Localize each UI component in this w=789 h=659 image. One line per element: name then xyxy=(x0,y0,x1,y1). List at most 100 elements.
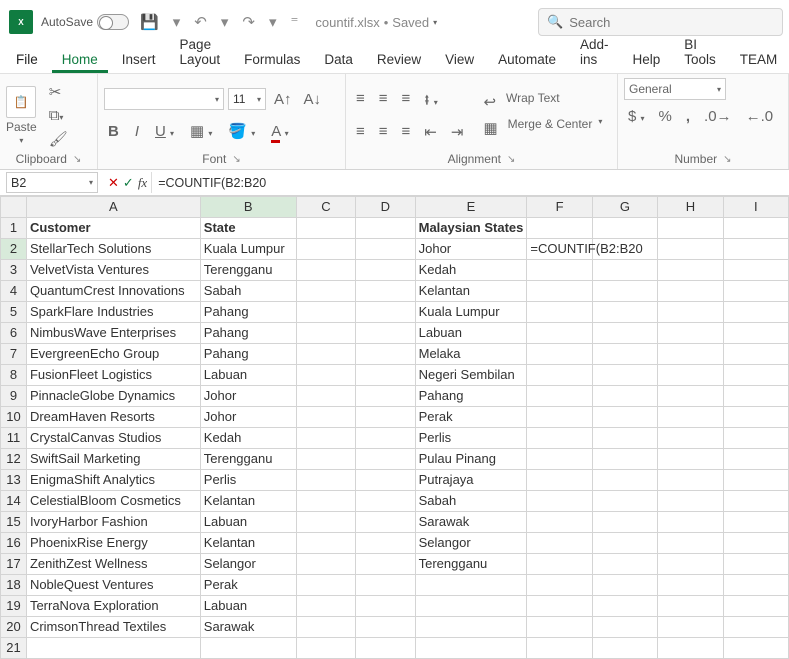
font-name-select[interactable]: ▾ xyxy=(104,88,224,110)
redo-icon[interactable]: ↷ xyxy=(239,13,258,31)
cell[interactable] xyxy=(356,575,415,596)
cell[interactable] xyxy=(296,491,355,512)
cell[interactable] xyxy=(592,470,657,491)
orientation-icon[interactable]: ⭻ ▾ xyxy=(420,88,441,117)
align-center-icon[interactable]: ≡ xyxy=(375,121,392,143)
cell[interactable]: Terengganu xyxy=(415,554,527,575)
cell[interactable]: Selangor xyxy=(200,554,296,575)
row-header[interactable]: 2 xyxy=(1,239,27,260)
cell[interactable] xyxy=(592,617,657,638)
cell[interactable]: Sarawak xyxy=(415,512,527,533)
row-header[interactable]: 4 xyxy=(1,281,27,302)
tab-data[interactable]: Data xyxy=(314,48,363,73)
cell[interactable] xyxy=(658,365,723,386)
tab-help[interactable]: Help xyxy=(623,48,671,73)
increase-decimal-icon[interactable]: .0→ xyxy=(700,106,736,127)
cell[interactable] xyxy=(296,554,355,575)
cell[interactable]: Negeri Sembilan xyxy=(415,365,527,386)
cell[interactable] xyxy=(356,638,415,659)
cell[interactable]: Kedah xyxy=(415,260,527,281)
cell[interactable] xyxy=(296,533,355,554)
cell[interactable]: Pahang xyxy=(200,302,296,323)
row-header[interactable]: 5 xyxy=(1,302,27,323)
cell[interactable] xyxy=(527,323,592,344)
cell[interactable]: ZenithZest Wellness xyxy=(26,554,200,575)
cell[interactable]: VelvetVista Ventures xyxy=(26,260,200,281)
row-header[interactable]: 14 xyxy=(1,491,27,512)
cell[interactable] xyxy=(200,638,296,659)
fill-color-icon[interactable]: 🪣 ▾ xyxy=(224,120,259,142)
cell[interactable] xyxy=(658,638,723,659)
tab-addins[interactable]: Add-ins xyxy=(570,33,619,73)
cell[interactable]: Putrajaya xyxy=(415,470,527,491)
cell[interactable] xyxy=(723,428,788,449)
cell[interactable] xyxy=(723,386,788,407)
cell[interactable]: Kelantan xyxy=(415,281,527,302)
cell[interactable] xyxy=(723,239,788,260)
cell[interactable] xyxy=(356,260,415,281)
cell[interactable] xyxy=(356,491,415,512)
row-header[interactable]: 15 xyxy=(1,512,27,533)
cell[interactable]: Selangor xyxy=(415,533,527,554)
tab-automate[interactable]: Automate xyxy=(488,48,566,73)
cell[interactable] xyxy=(723,260,788,281)
cell[interactable] xyxy=(592,365,657,386)
cell[interactable] xyxy=(527,533,592,554)
cell[interactable] xyxy=(592,407,657,428)
cell[interactable] xyxy=(658,281,723,302)
cell[interactable]: Pahang xyxy=(200,323,296,344)
column-header[interactable]: A xyxy=(26,197,200,218)
row-header[interactable]: 10 xyxy=(1,407,27,428)
percent-format-icon[interactable]: % xyxy=(655,106,676,127)
decrease-font-icon[interactable]: A↓ xyxy=(300,89,326,110)
cell[interactable]: SparkFlare Industries xyxy=(26,302,200,323)
cell[interactable]: Labuan xyxy=(200,512,296,533)
cell[interactable] xyxy=(527,617,592,638)
cell[interactable] xyxy=(723,491,788,512)
cell[interactable] xyxy=(356,407,415,428)
cell[interactable]: Perlis xyxy=(415,428,527,449)
cell[interactable] xyxy=(527,449,592,470)
cell[interactable] xyxy=(723,302,788,323)
column-header[interactable]: G xyxy=(592,197,657,218)
cell[interactable] xyxy=(592,533,657,554)
cell[interactable]: Customer xyxy=(26,218,200,239)
cell[interactable]: Melaka xyxy=(415,344,527,365)
cell[interactable] xyxy=(592,596,657,617)
cell[interactable]: Pahang xyxy=(200,344,296,365)
formula-input[interactable] xyxy=(151,172,789,193)
number-format-select[interactable]: General ▾ xyxy=(624,78,726,100)
column-header[interactable]: H xyxy=(658,197,723,218)
search-input[interactable] xyxy=(569,15,774,30)
cut-icon[interactable]: ✂ xyxy=(45,81,72,103)
cell[interactable] xyxy=(296,281,355,302)
cell[interactable] xyxy=(527,638,592,659)
cell[interactable]: Terengganu xyxy=(200,260,296,281)
name-box[interactable]: B2 ▾ xyxy=(6,172,98,193)
cell[interactable] xyxy=(592,281,657,302)
row-header[interactable]: 19 xyxy=(1,596,27,617)
cell[interactable] xyxy=(723,575,788,596)
row-header[interactable]: 11 xyxy=(1,428,27,449)
undo-icon[interactable]: ↶ xyxy=(191,13,210,31)
autosave-switch[interactable] xyxy=(97,14,129,30)
cell[interactable] xyxy=(658,449,723,470)
row-header[interactable]: 16 xyxy=(1,533,27,554)
cell[interactable]: Pahang xyxy=(415,386,527,407)
cell[interactable] xyxy=(527,512,592,533)
tab-page-layout[interactable]: Page Layout xyxy=(170,33,231,73)
cell[interactable]: IvoryHarbor Fashion xyxy=(26,512,200,533)
cell[interactable]: QuantumCrest Innovations xyxy=(26,281,200,302)
cell[interactable] xyxy=(296,323,355,344)
cell[interactable] xyxy=(592,260,657,281)
increase-font-icon[interactable]: A↑ xyxy=(270,89,296,110)
cell[interactable] xyxy=(356,386,415,407)
italic-button[interactable]: I xyxy=(131,121,143,142)
cell[interactable] xyxy=(658,239,723,260)
save-icon[interactable]: 💾 xyxy=(137,13,162,31)
row-header[interactable]: 12 xyxy=(1,449,27,470)
cell[interactable] xyxy=(527,491,592,512)
cell[interactable]: Sarawak xyxy=(200,617,296,638)
cell[interactable] xyxy=(296,617,355,638)
select-all-corner[interactable] xyxy=(1,197,27,218)
